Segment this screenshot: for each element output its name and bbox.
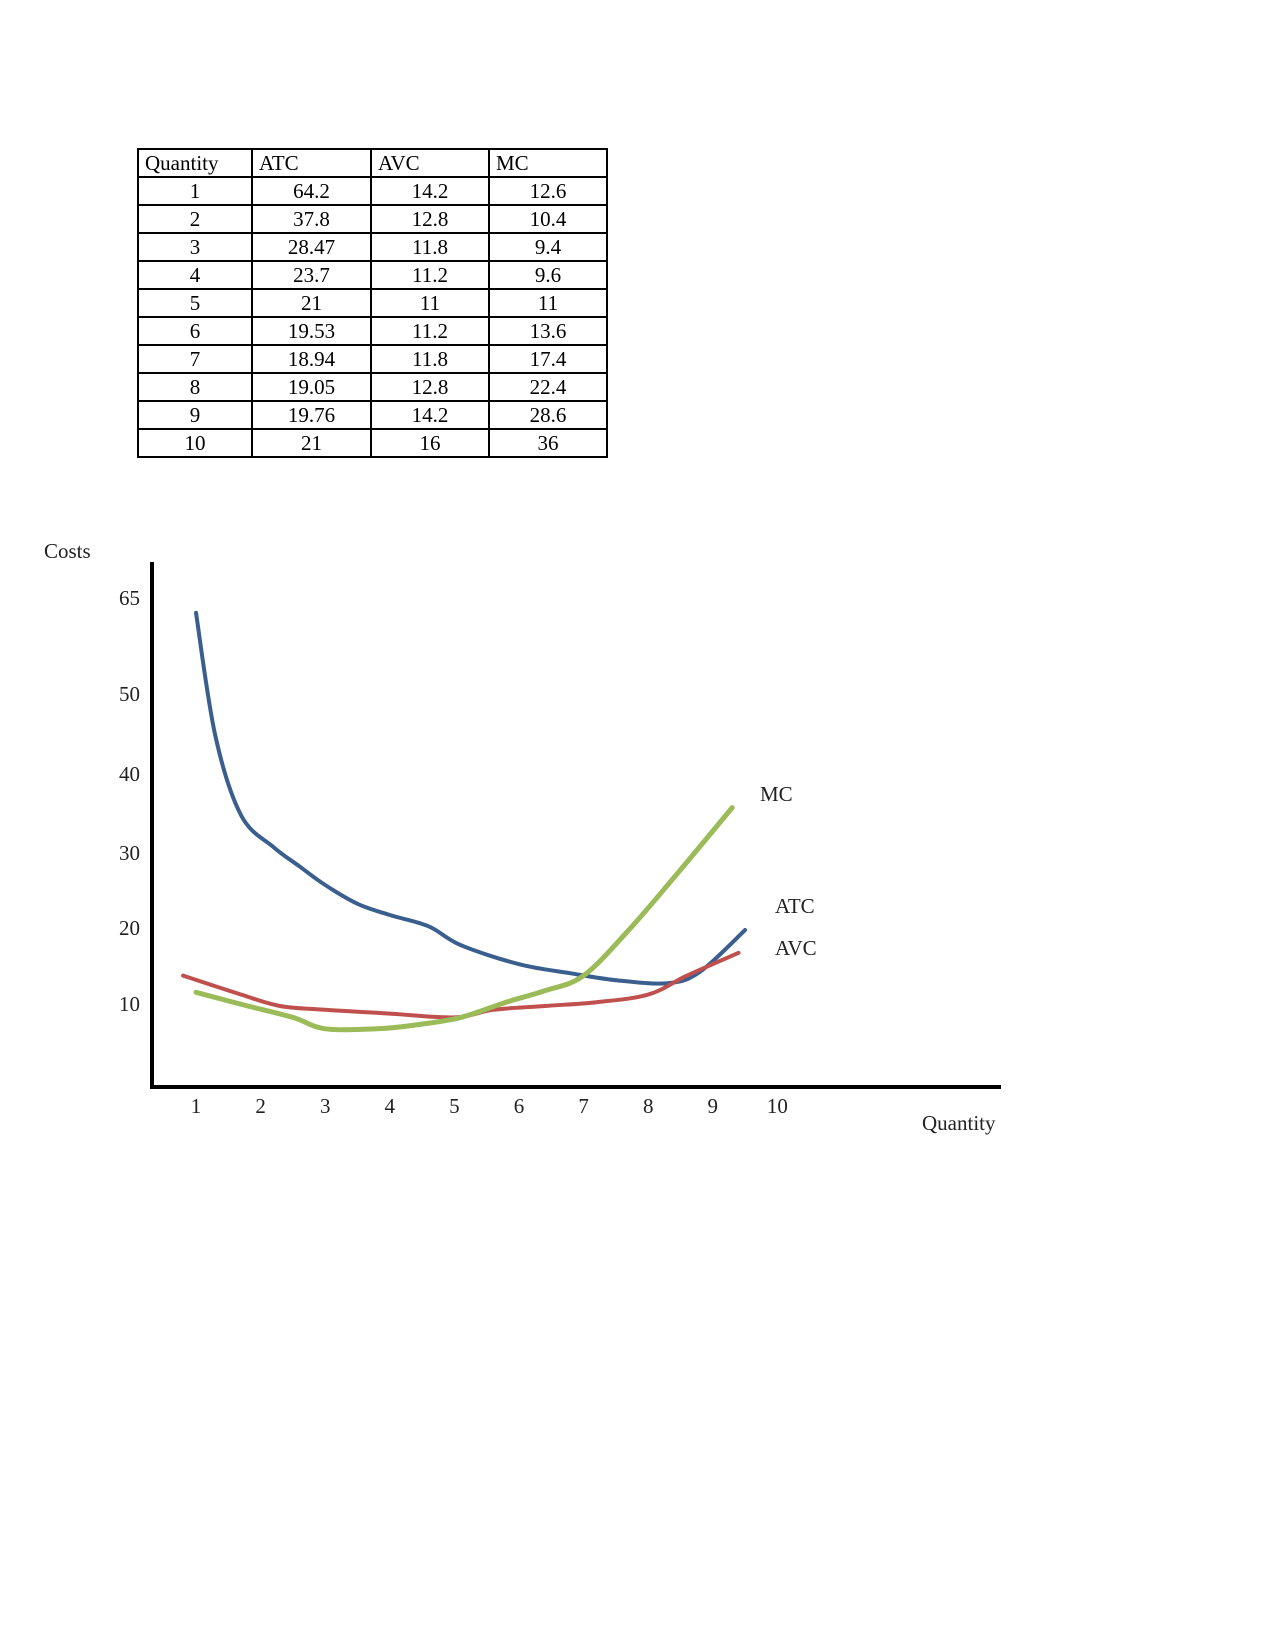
cell-quantity: 8 xyxy=(137,372,253,402)
cell-quantity: 9 xyxy=(137,400,253,430)
table-row: 8 19.05 12.8 22.4 xyxy=(137,372,608,402)
cell-avc: 11.2 xyxy=(370,260,490,290)
cell-avc: 11.8 xyxy=(370,232,490,262)
cell-atc: 37.8 xyxy=(251,204,372,234)
cell-avc: 12.8 xyxy=(370,204,490,234)
cell-mc: 13.6 xyxy=(488,316,608,346)
cell-atc: 18.94 xyxy=(251,344,372,374)
cell-quantity: 2 xyxy=(137,204,253,234)
cell-quantity: 5 xyxy=(137,288,253,318)
cell-atc: 21 xyxy=(251,428,372,458)
table-header-row: Quantity ATC AVC MC xyxy=(137,148,608,178)
table-row: 4 23.7 11.2 9.6 xyxy=(137,260,608,290)
cell-mc: 9.6 xyxy=(488,260,608,290)
cell-mc: 22.4 xyxy=(488,372,608,402)
x-tick-label: 7 xyxy=(578,1094,589,1118)
cell-atc: 19.76 xyxy=(251,400,372,430)
table-row: 6 19.53 11.2 13.6 xyxy=(137,316,608,346)
cell-quantity: 6 xyxy=(137,316,253,346)
y-tick-label: 40 xyxy=(119,762,140,786)
table-row: 2 37.8 12.8 10.4 xyxy=(137,204,608,234)
cell-mc: 12.6 xyxy=(488,176,608,206)
cell-quantity: 4 xyxy=(137,260,253,290)
avc-curve-label: AVC xyxy=(775,936,817,960)
y-tick-label: 50 xyxy=(119,682,140,706)
header-atc: ATC xyxy=(251,148,372,178)
x-tick-label: 5 xyxy=(449,1094,460,1118)
cell-avc: 11.8 xyxy=(370,344,490,374)
mc-curve xyxy=(193,805,735,1033)
cell-atc: 64.2 xyxy=(251,176,372,206)
table-row: 10 21 16 36 xyxy=(137,428,608,458)
table-row: 5 21 11 11 xyxy=(137,288,608,318)
cell-mc: 11 xyxy=(488,288,608,318)
x-tick-label: 4 xyxy=(385,1094,396,1118)
cell-avc: 14.2 xyxy=(370,400,490,430)
x-tick-label: 8 xyxy=(643,1094,654,1118)
cell-mc: 10.4 xyxy=(488,204,608,234)
mc-curve-label: MC xyxy=(760,782,793,806)
cell-atc: 19.53 xyxy=(251,316,372,346)
x-tick-label: 2 xyxy=(255,1094,266,1118)
table-row: 7 18.94 11.8 17.4 xyxy=(137,344,608,374)
table-row: 3 28.47 11.8 9.4 xyxy=(137,232,608,262)
cell-atc: 23.7 xyxy=(251,260,372,290)
cell-mc: 28.6 xyxy=(488,400,608,430)
table-row: 9 19.76 14.2 28.6 xyxy=(137,400,608,430)
cell-avc: 16 xyxy=(370,428,490,458)
atc-curve-label: ATC xyxy=(775,894,815,918)
cell-quantity: 1 xyxy=(137,176,253,206)
table-row: 1 64.2 14.2 12.6 xyxy=(137,176,608,206)
cost-table: Quantity ATC AVC MC 1 64.2 14.2 12.6 2 37.8 12… xyxy=(137,148,608,458)
cell-atc: 28.47 xyxy=(251,232,372,262)
x-tick-label: 9 xyxy=(708,1094,719,1118)
cell-quantity: 10 xyxy=(137,428,253,458)
cell-atc: 19.05 xyxy=(251,372,372,402)
cell-avc: 11.2 xyxy=(370,316,490,346)
y-tick-label: 30 xyxy=(119,841,140,865)
header-mc: MC xyxy=(488,148,608,178)
y-tick-label: 20 xyxy=(119,916,140,940)
x-tick-label: 1 xyxy=(191,1094,202,1118)
y-axis-label: Costs xyxy=(44,540,91,563)
cell-avc: 11 xyxy=(370,288,490,318)
atc-curve xyxy=(194,610,748,986)
cell-mc: 36 xyxy=(488,428,608,458)
cell-avc: 14.2 xyxy=(370,176,490,206)
cell-mc: 9.4 xyxy=(488,232,608,262)
header-avc: AVC xyxy=(370,148,490,178)
x-tick-label: 6 xyxy=(514,1094,525,1118)
cell-quantity: 7 xyxy=(137,344,253,374)
y-tick-label: 65 xyxy=(119,586,140,610)
x-tick-label: 10 xyxy=(767,1094,788,1118)
cell-mc: 17.4 xyxy=(488,344,608,374)
y-tick-label: 10 xyxy=(119,992,140,1016)
x-tick-label: 3 xyxy=(320,1094,331,1118)
cell-avc: 12.8 xyxy=(370,372,490,402)
cell-quantity: 3 xyxy=(137,232,253,262)
header-quantity: Quantity xyxy=(137,148,253,178)
cell-atc: 21 xyxy=(251,288,372,318)
x-axis-label: Quantity xyxy=(922,1111,996,1135)
